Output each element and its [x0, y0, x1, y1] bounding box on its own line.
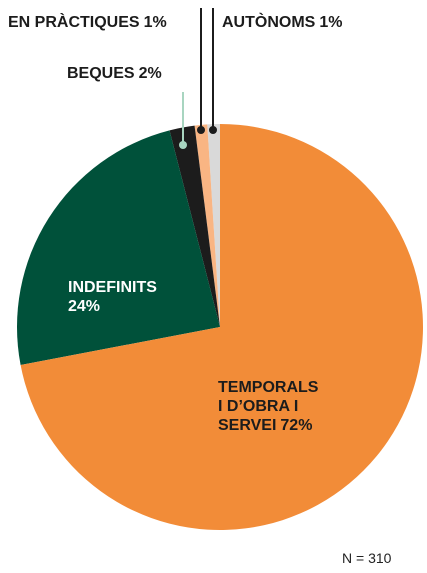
leader-dot	[197, 126, 205, 134]
value-label: 2%	[138, 65, 162, 82]
value-label: 1%	[143, 14, 167, 31]
sample-size-note: N = 310	[342, 550, 392, 566]
value-label: 1%	[319, 14, 343, 31]
pie-slice	[20, 124, 423, 530]
value-label: 24%	[68, 298, 101, 315]
category-label: TEMPORALS I D’OBRA I SERVEI	[218, 379, 319, 434]
category-label: EN PRÀCTIQUES	[8, 14, 140, 31]
leader-dot	[179, 141, 187, 149]
slice-label: EN PRÀCTIQUES 1%	[8, 13, 167, 32]
pie-slice	[207, 124, 220, 327]
slice-label: TEMPORALS I D’OBRA I SERVEI 72%	[218, 378, 318, 435]
category-label: BEQUES	[67, 65, 135, 82]
pie-slice	[16, 130, 221, 366]
pie-slice	[169, 125, 220, 328]
leader-dot	[209, 126, 217, 134]
category-label: AUTÒNOMS	[222, 14, 316, 31]
value-label: 72%	[280, 417, 313, 434]
slice-label: AUTÒNOMS 1%	[222, 13, 342, 32]
pie-slice	[194, 124, 220, 327]
slice-label: INDEFINITS 24%	[68, 278, 178, 316]
slice-label: BEQUES 2%	[67, 64, 162, 83]
category-label: INDEFINITS	[68, 279, 157, 296]
